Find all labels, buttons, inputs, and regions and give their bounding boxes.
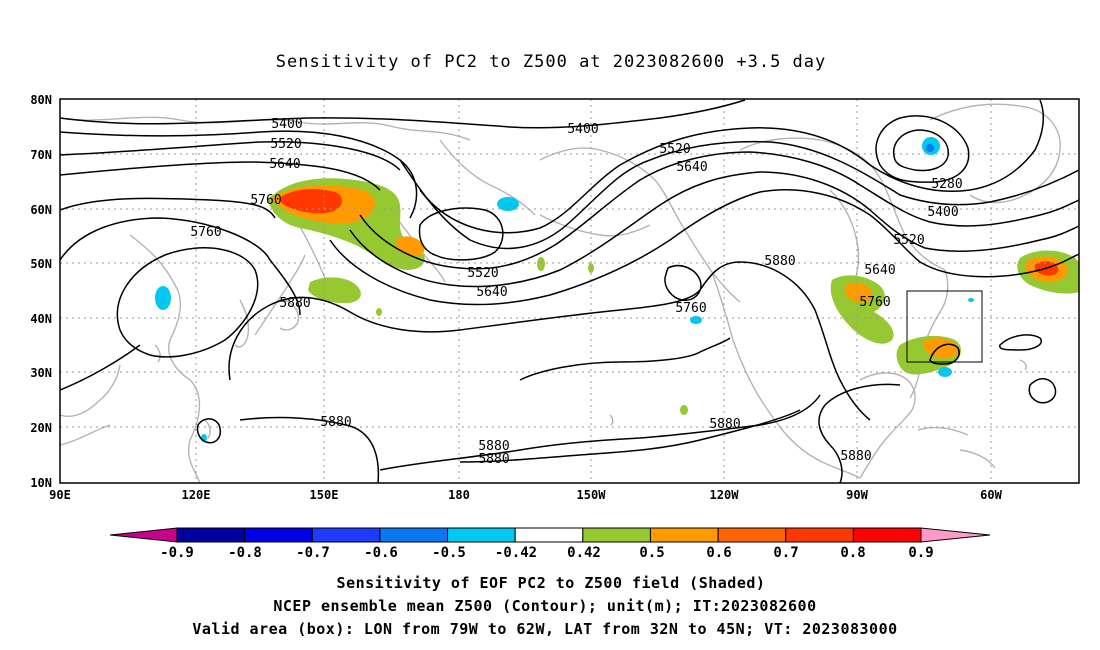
colorbar-label: 0.8 [840,545,865,561]
contour-label: 5760 [250,193,281,208]
colorbar-cell [582,527,651,543]
negative-blue-core-3 [926,144,934,152]
contour-label: 5760 [675,301,706,316]
positive-red-area [280,188,343,214]
colorbar: -0.9 -0.8 -0.7 -0.6 -0.5 -0.42 0.42 0.5 … [109,527,991,561]
lat-axis: 80N 70N 60N 50N 40N 30N 20N 10N [30,93,52,490]
colorbar-right-arrow [920,527,991,543]
contour-label: 5640 [676,160,707,175]
colorbar-label: -0.9 [160,545,194,561]
positive-green-dot-1 [537,257,545,271]
lon-tick-label: 120E [182,488,211,502]
positive-green-dot-3 [680,405,688,415]
colorbar-label: 0.6 [706,545,731,561]
contour-label: 5640 [476,285,507,300]
footer-line-3: Valid area (box): LON from 79W to 62W, L… [192,620,897,638]
contour-label: 5640 [269,157,300,172]
contour-label: 5400 [271,117,302,132]
contour-label: 5280 [931,177,962,192]
positive-green-area-2 [308,277,361,304]
map-frame [59,98,1080,484]
contour-label: 5880 [279,296,310,311]
positive-orange-area-3 [844,282,873,303]
lon-tick-label: 90W [846,488,868,502]
negative-cyan-area-1 [155,286,171,310]
colorbar-cell [717,527,787,543]
negative-cyan-area-5 [938,367,952,377]
lon-tick-label: 150E [310,488,339,502]
colorbar-labels: -0.9 -0.8 -0.7 -0.6 -0.5 -0.42 0.42 0.5 … [160,545,934,561]
contour-label: 5760 [190,225,221,240]
colorbar-label: -0.6 [364,545,398,561]
contour-label: 5520 [893,233,924,248]
colorbar-label: 0.5 [639,545,664,561]
lon-tick-label: 180 [448,488,470,502]
colorbar-cell [311,527,381,543]
contour-label: 5880 [709,417,740,432]
footer: Sensitivity of EOF PC2 to Z500 field (Sh… [192,574,897,638]
colorbar-cell [244,527,313,543]
contour-label: 5520 [659,142,690,157]
contour-label: 5880 [478,439,509,454]
contour-label: 5880 [478,452,509,467]
positive-orange-area-2 [396,236,425,256]
lon-tick-label: 150W [577,488,607,502]
valid-area-box [906,290,983,363]
lat-tick-label: 40N [30,312,52,326]
contour-labels: 5400 5520 5640 5760 5760 5880 5880 5400 … [190,117,962,467]
lat-tick-label: 30N [30,366,52,380]
contour-label: 5520 [270,137,301,152]
footer-line-2: NCEP ensemble mean Z500 (Contour); unit(… [273,597,816,615]
colorbar-label: 0.42 [567,545,601,561]
colorbar-label: -0.7 [296,545,330,561]
lon-axis: 90E 120E 150E 180 150W 120W 90W 60W [49,488,1002,502]
map-panel: 5400 5520 5640 5760 5760 5880 5880 5400 … [30,93,1080,502]
contour-label: 5640 [864,263,895,278]
colorbar-left-arrow [109,527,178,543]
colorbar-cell [649,527,719,543]
colorbar-cell [852,527,922,543]
colorbar-cells [176,527,922,543]
colorbar-label: 0.9 [908,545,933,561]
colorbar-label: 0.7 [773,545,798,561]
colorbar-cell [379,527,449,543]
lat-tick-label: 50N [30,257,52,271]
lon-tick-label: 60W [980,488,1002,502]
lat-tick-label: 10N [30,476,52,490]
footer-line-1: Sensitivity of EOF PC2 to Z500 field (Sh… [337,574,766,592]
contour-label: 5760 [859,295,890,310]
colorbar-cell [785,527,854,543]
contour-label: 5520 [467,266,498,281]
contour-label: 5400 [567,122,598,137]
colorbar-cell [447,527,516,543]
colorbar-label: -0.5 [432,545,466,561]
positive-green-dot-4 [376,308,382,316]
lat-tick-label: 80N [30,93,52,107]
colorbar-cell [176,527,246,543]
figure-title: Sensitivity of PC2 to Z500 at 2023082600… [276,52,827,72]
contour-label: 5880 [840,449,871,464]
colorbar-label: -0.8 [228,545,262,561]
negative-cyan-area-4 [690,316,702,324]
colorbar-cell [514,527,584,543]
lat-tick-label: 60N [30,203,52,217]
z500-contours [60,99,1079,483]
contour-label: 5880 [764,254,795,269]
lon-tick-label: 90E [49,488,71,502]
lon-tick-label: 120W [710,488,740,502]
contour-label: 5880 [320,415,351,430]
lat-tick-label: 20N [30,421,52,435]
coastlines [60,103,1061,483]
colorbar-label: -0.42 [495,545,537,561]
negative-cyan-area-7 [968,298,974,302]
lat-tick-label: 70N [30,148,52,162]
contour-label: 5400 [927,205,958,220]
negative-cyan-area-2 [497,197,519,211]
